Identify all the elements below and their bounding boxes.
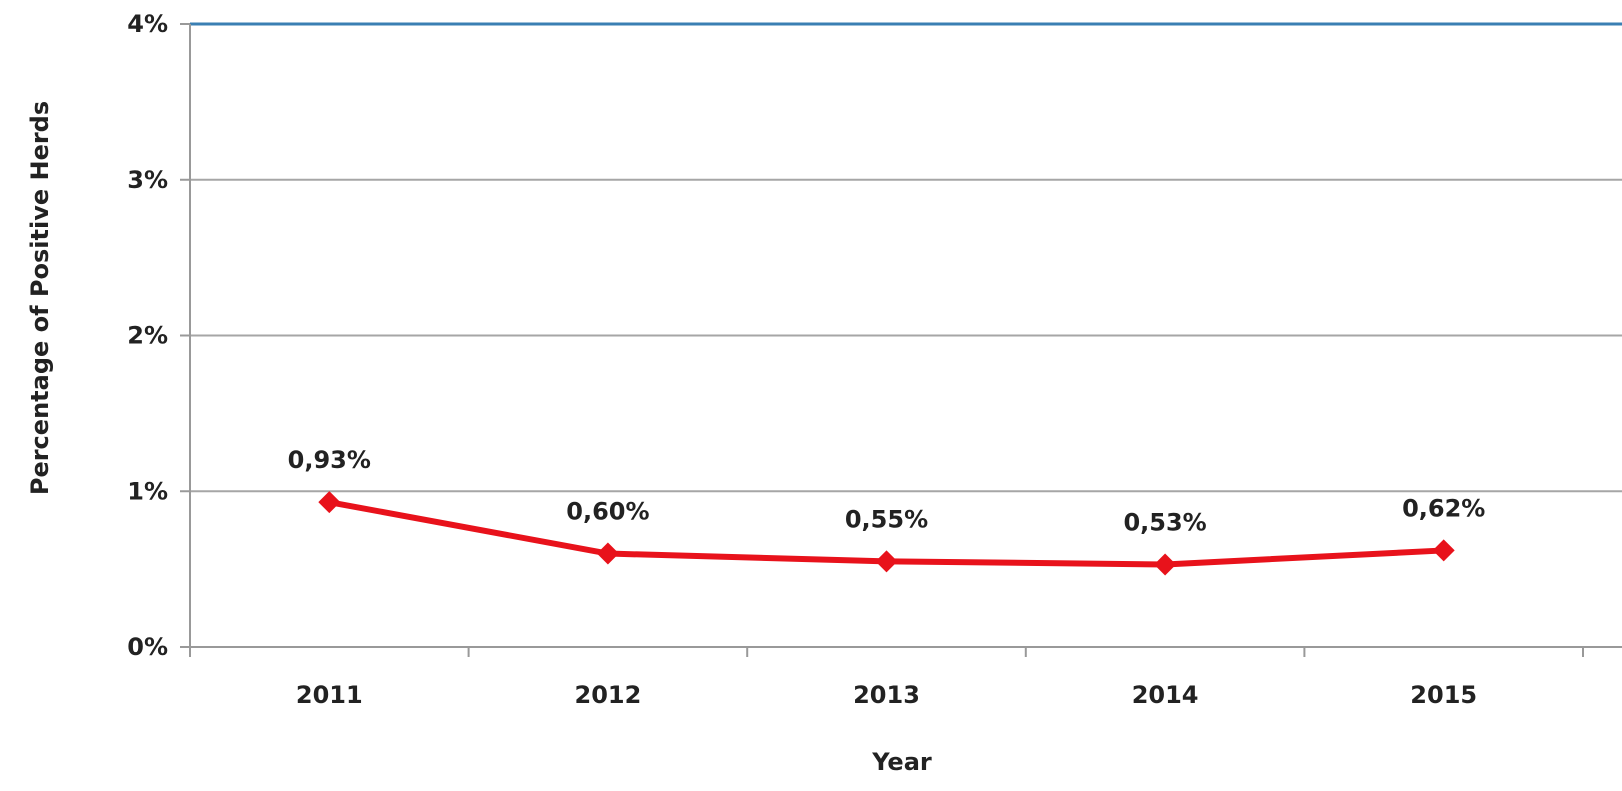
data-label-2014: 0,53% [1123,508,1206,536]
x-tick-label: 2012 [575,681,642,709]
data-point-2015 [1432,539,1455,562]
x-tick-label: 2015 [1410,681,1477,709]
y-axis-title: Percentage of Positive Herds [26,101,54,495]
x-tick-label: 2013 [853,681,920,709]
gridlines [190,22,1622,493]
x-tick-label: 2011 [296,681,363,709]
y-tick-label: 1% [127,477,168,505]
series [318,491,1455,576]
x-tick-labels: 2011 2012 2013 2014 2015 [296,681,1477,709]
y-tick-label: 0% [127,633,168,661]
y-tick-label: 3% [127,166,168,194]
data-labels: 0,93% 0,60% 0,55% 0,53% 0,62% [288,446,1486,536]
data-label-2011: 0,93% [288,446,371,474]
y-tick-label: 4% [127,10,168,38]
data-label-2013: 0,55% [845,505,928,533]
data-point-2011 [318,491,341,514]
data-label-2012: 0,60% [566,498,649,526]
y-tick-label: 2% [127,322,168,350]
x-axis-title: Year [871,748,932,776]
x-tick-label: 2014 [1132,681,1199,709]
data-label-2015: 0,62% [1402,494,1485,522]
y-tick-labels: 0% 1% 2% 3% 4% [127,10,168,661]
axes [180,23,1622,657]
data-point-2013 [875,550,898,573]
data-point-2012 [596,542,619,565]
data-point-2014 [1154,553,1177,576]
